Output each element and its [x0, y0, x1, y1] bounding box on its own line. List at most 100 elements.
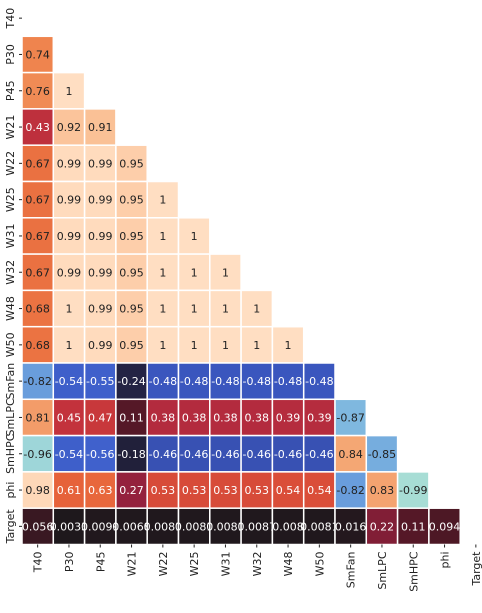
- heatmap-cell: [115, 471, 148, 509]
- cell-value-label: 0.99: [88, 339, 113, 352]
- cell-value-label: 1: [191, 303, 198, 316]
- heatmap-cell: [52, 253, 86, 292]
- cell-value-label: 1: [253, 303, 260, 316]
- cell-value-label: 0.27: [119, 484, 144, 497]
- heatmap-cell: [83, 434, 117, 473]
- cell-value-label: 0.0081: [144, 520, 183, 533]
- x-tick-label: SmHPC: [407, 551, 420, 592]
- x-tick-label: Target: [470, 551, 482, 587]
- cell-value-label: -0.56: [86, 448, 114, 461]
- cell-value-label: -0.85: [368, 448, 396, 461]
- cell-value-label: 0.68: [25, 339, 50, 352]
- heatmap-cell: [365, 434, 399, 473]
- heatmap-cell: [177, 434, 211, 473]
- cell-value-label: 0.99: [88, 303, 113, 316]
- cell-value-label: -0.48: [243, 375, 271, 388]
- x-tick-label: phi: [439, 552, 452, 569]
- cell-value-label: 0.99: [88, 230, 113, 243]
- heatmap-cell: [240, 289, 274, 328]
- heatmap-cell: [83, 471, 117, 509]
- cell-value-label: -0.87: [336, 411, 364, 424]
- heatmap-cell: [271, 362, 305, 401]
- cell-value-label: 0.47: [88, 411, 113, 424]
- cell-value-label: 0.99: [88, 157, 113, 170]
- heatmap-cell: [21, 398, 55, 437]
- cell-value-label: 0.83: [370, 484, 395, 497]
- y-tick-label: SmLPC: [4, 398, 17, 436]
- y-tick-label: W22: [4, 151, 17, 176]
- cell-value-label: 0.0099: [81, 520, 120, 533]
- heatmap-cell: [52, 144, 86, 183]
- heatmap-cell: [115, 398, 148, 437]
- cell-value-label: 0.38: [245, 411, 270, 424]
- cell-value-label: 0.84: [338, 448, 363, 461]
- cell-value-label: 0.11: [401, 520, 426, 533]
- cell-value-label: 0.95: [119, 230, 144, 243]
- cell-value-label: -0.18: [117, 448, 145, 461]
- x-tick-label: W50: [313, 552, 326, 577]
- cell-value-label: 0.95: [119, 266, 144, 279]
- cell-value-label: 0.45: [57, 411, 82, 424]
- cell-value-label: 1: [159, 230, 166, 243]
- cell-value-label: 1: [191, 266, 198, 279]
- heatmap-cell: [83, 108, 117, 146]
- heatmap-cell: [21, 471, 55, 509]
- cell-value-label: -0.46: [149, 448, 177, 461]
- x-tick-label: W22: [157, 552, 170, 577]
- cell-value-label: 0.53: [182, 484, 207, 497]
- x-tick-label: P45: [94, 552, 107, 573]
- cell-value-label: 0.11: [119, 411, 144, 424]
- y-tick-label: W50: [4, 332, 17, 357]
- heatmap-cell: [52, 217, 86, 255]
- cell-value-label: 0.99: [88, 194, 113, 207]
- y-tick-label: W21: [4, 115, 17, 140]
- cell-value-label: 0.67: [25, 157, 50, 170]
- cell-value-label: 0.92: [57, 121, 82, 134]
- heatmap-cell: [334, 398, 368, 437]
- y-tick-label: phi: [4, 482, 17, 499]
- cell-value-label: 0.38: [182, 411, 207, 424]
- x-tick-label: SmFan: [345, 551, 358, 588]
- cell-value-label: -0.48: [180, 375, 208, 388]
- cell-value-label: -0.48: [274, 375, 302, 388]
- cell-value-label: 1: [159, 194, 166, 207]
- cell-value-label: 0.39: [307, 411, 332, 424]
- cell-value-label: 0.68: [25, 303, 50, 316]
- heatmap-cell: [271, 507, 305, 546]
- cell-value-label: -0.48: [149, 375, 177, 388]
- cell-value-label: 0.016: [335, 520, 367, 533]
- cell-value-label: 0.0033: [50, 520, 89, 533]
- cell-value-label: 1: [65, 85, 72, 98]
- cell-value-label: 0.0068: [112, 520, 151, 533]
- heatmap-cell: [21, 289, 55, 328]
- x-tick-label: SmLPC: [376, 551, 389, 589]
- cell-value-label: 0.54: [307, 484, 332, 497]
- cell-value-label: 0.54: [276, 484, 301, 497]
- y-tick-label: Target: [4, 509, 17, 545]
- heatmap-cell: [83, 507, 117, 546]
- heatmap-cell: [209, 434, 242, 473]
- cell-value-label: 0.76: [25, 85, 50, 98]
- cell-value-label: 0.95: [119, 339, 144, 352]
- heatmap-cell: [83, 362, 117, 401]
- cell-value-label: 0.63: [88, 484, 113, 497]
- cell-value-label: 0.98: [25, 484, 50, 497]
- cell-value-label: 1: [159, 266, 166, 279]
- heatmap-cell: [115, 180, 148, 219]
- cell-value-label: 0.38: [213, 411, 238, 424]
- cell-value-label: 1: [253, 339, 260, 352]
- heatmap-cell: [115, 217, 148, 255]
- cell-value-label: 0.95: [119, 303, 144, 316]
- heatmap-cell: [302, 362, 336, 401]
- cell-value-label: -0.46: [211, 448, 239, 461]
- cell-value-label: -0.46: [180, 448, 208, 461]
- y-tick-label: W48: [4, 296, 17, 321]
- cell-value-label: 1: [222, 266, 229, 279]
- y-tick-label: SmFan: [4, 363, 17, 400]
- cell-value-label: 0.094: [429, 520, 461, 533]
- cell-value-label: -0.46: [305, 448, 333, 461]
- cell-value-label: 0.91: [88, 121, 113, 134]
- heatmap-cell: [146, 507, 180, 546]
- heatmap-cell: [52, 180, 86, 219]
